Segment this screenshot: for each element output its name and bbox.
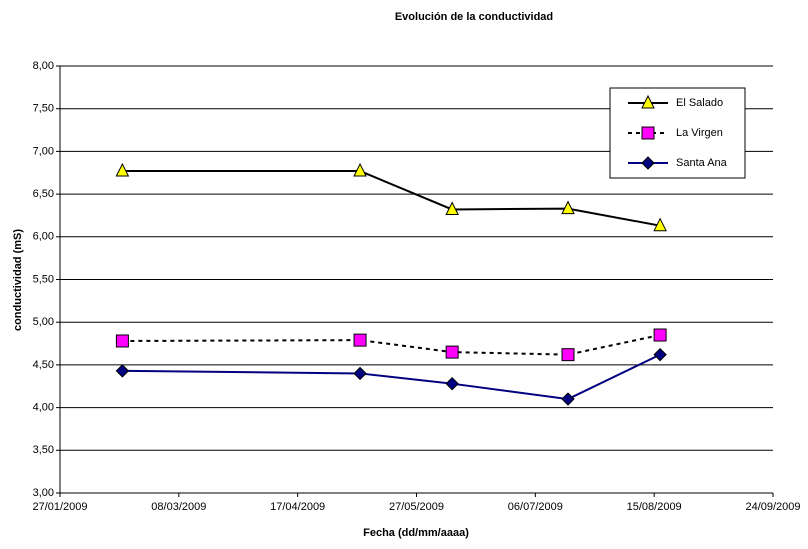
data-point <box>561 392 575 406</box>
data-point <box>353 366 367 381</box>
data-point <box>445 376 459 391</box>
data-point <box>353 333 367 347</box>
data-point <box>115 364 130 378</box>
y-tick-label: 5,00 <box>33 316 54 328</box>
series-line <box>122 334 661 356</box>
data-point <box>653 217 667 232</box>
series-line <box>122 170 661 227</box>
y-tick-label: 6,50 <box>33 188 54 200</box>
y-tick-label: 7,00 <box>33 145 54 157</box>
x-tick-label: 27/05/2009 <box>389 501 444 513</box>
data-point <box>353 162 367 177</box>
legend-marker <box>641 156 655 170</box>
data-point <box>561 348 575 362</box>
y-axis-label: conductividad (mS) <box>12 229 24 331</box>
y-tick-label: 5,50 <box>33 273 54 285</box>
y-tick-label: 3,50 <box>33 444 54 456</box>
data-point <box>653 347 667 362</box>
chart-title: Evolución de la conductividad <box>395 11 553 23</box>
y-tick-label: 7,50 <box>33 103 54 115</box>
x-tick-label: 08/03/2009 <box>151 501 206 513</box>
data-point <box>445 345 459 359</box>
legend-label: Santa Ana <box>676 157 728 169</box>
y-tick-label: 6,00 <box>33 231 54 243</box>
y-tick-label: 3,00 <box>33 487 54 499</box>
x-tick-label: 24/09/2009 <box>745 501 800 513</box>
data-point <box>115 334 129 348</box>
data-point <box>445 201 459 215</box>
data-point <box>561 200 575 215</box>
legend-marker <box>641 126 655 140</box>
y-tick-label: 4,50 <box>33 359 54 371</box>
legend-label: La Virgen <box>676 127 723 139</box>
x-tick-label: 06/07/2009 <box>508 501 563 513</box>
y-tick-label: 8,00 <box>33 60 54 72</box>
x-tick-label: 15/08/2009 <box>627 501 682 513</box>
y-tick-label: 4,00 <box>33 402 54 414</box>
series-line <box>122 353 661 401</box>
legend-label: El Salado <box>676 97 723 109</box>
data-point <box>653 328 667 342</box>
legend-marker <box>641 94 655 109</box>
x-tick-label: 27/01/2009 <box>32 501 87 513</box>
data-point <box>115 162 130 177</box>
x-axis-label: Fecha (dd/mm/aaaa) <box>363 527 469 539</box>
x-tick-label: 17/04/2009 <box>270 501 325 513</box>
